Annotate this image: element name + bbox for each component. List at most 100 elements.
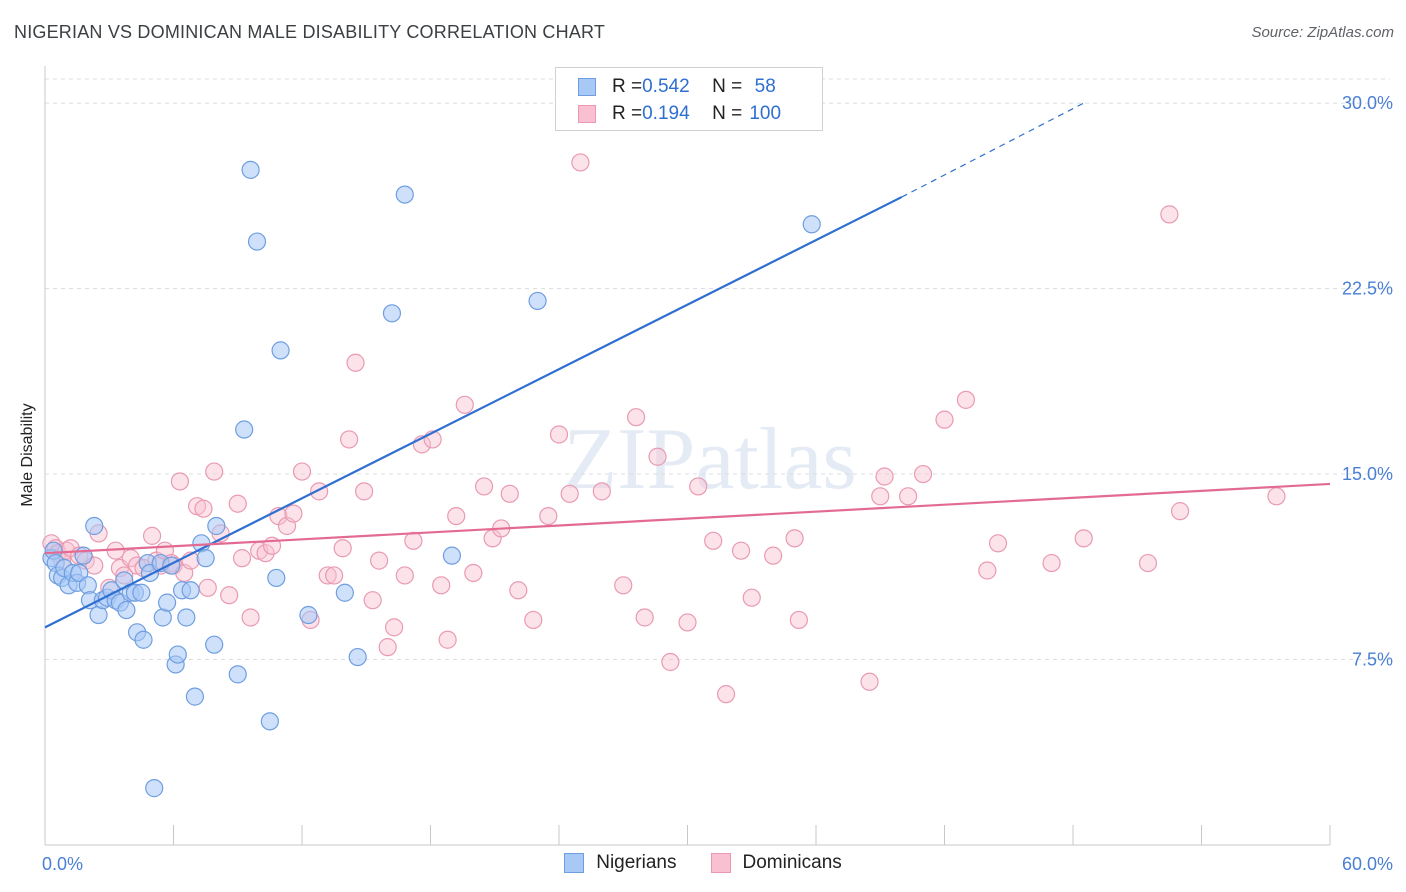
- x-tick-label: 60.0%: [1342, 854, 1393, 874]
- chart-title: NIGERIAN VS DOMINICAN MALE DISABILITY CO…: [14, 22, 606, 42]
- dominicans-point: [346, 353, 365, 372]
- dominicans-point: [318, 566, 337, 585]
- tick-labels: 7.5% 15.0% 22.5% 30.0% 0.0% 60.0%: [42, 93, 1393, 874]
- nigerians-point: [247, 232, 267, 251]
- legend-n-label: N =: [712, 103, 743, 124]
- nigerians-point: [117, 600, 136, 620]
- nigerians-point: [132, 583, 151, 602]
- dominicans-point: [592, 482, 611, 501]
- dominicans-point: [474, 477, 494, 496]
- dominicans-point: [355, 482, 374, 501]
- legend-item-dominicans[interactable]: Dominicans: [710, 852, 842, 874]
- nigerians-trend-extension: [901, 102, 1084, 198]
- dominicans-point: [898, 487, 918, 506]
- nigerians-legend-swatch: [564, 853, 585, 873]
- axes: [44, 66, 1331, 846]
- dominicans-point: [455, 395, 474, 414]
- series-legend: Nigerians Dominicans: [0, 852, 1406, 874]
- dominicans-point: [648, 447, 667, 466]
- dominicans-point: [333, 539, 352, 558]
- nigerians-point: [241, 160, 260, 179]
- dominicans-point: [956, 390, 976, 409]
- dominicans-point: [370, 551, 389, 570]
- nigerians-point: [181, 581, 200, 600]
- nigerians-point: [260, 712, 279, 731]
- legend-n-value: 58: [754, 76, 776, 97]
- nigerians-swatch: [578, 78, 596, 96]
- y-tick-label: 22.5%: [1342, 279, 1393, 299]
- y-tick-label: 7.5%: [1352, 650, 1393, 670]
- legend-r-label: R =: [612, 76, 643, 97]
- dominicans-point: [228, 494, 247, 513]
- y-tick-label: 15.0%: [1342, 464, 1393, 484]
- source-label: Source: ZipAtlas.com: [1251, 24, 1394, 41]
- nigerians-point: [162, 556, 181, 575]
- dominicans-point: [284, 504, 303, 523]
- dominicans-point: [935, 410, 954, 429]
- nigerians-trend-line: [44, 196, 903, 629]
- nigerians-point: [207, 516, 226, 536]
- nigerians-point: [85, 516, 104, 536]
- dominicans-point: [635, 608, 654, 627]
- dominicans-point: [704, 531, 723, 550]
- dominicans-point: [661, 652, 680, 672]
- trend-lines: [44, 102, 1331, 629]
- dominicans-point: [731, 541, 751, 560]
- nigerians-points: [42, 160, 821, 798]
- dominicans-swatch: [578, 105, 596, 123]
- dominicans-point: [220, 586, 239, 605]
- legend-item-nigerians[interactable]: Nigerians: [564, 852, 677, 874]
- dominicans-point: [205, 462, 224, 481]
- dominicans-point: [340, 430, 359, 449]
- nigerians-point: [168, 645, 187, 664]
- stats-legend: R = 0.542 N = 58 R = 0.194 N = 100: [555, 67, 823, 131]
- nigerians-point: [348, 647, 367, 667]
- dominicans-point: [875, 467, 894, 486]
- nigerians-point: [70, 563, 89, 583]
- dominicans-point: [438, 630, 457, 649]
- dominicans-point: [432, 576, 451, 595]
- dominicans-point: [395, 566, 414, 585]
- dominicans-point: [871, 487, 890, 506]
- legend-row-nigerians: R = 0.542 N = 58: [578, 75, 788, 99]
- dominicans-point: [509, 581, 528, 600]
- nigerians-point: [299, 605, 318, 625]
- dominicans-point: [232, 549, 252, 568]
- nigerians-point: [228, 665, 247, 684]
- dominicans-point: [1267, 487, 1286, 506]
- dominicans-point: [1042, 553, 1061, 573]
- dominicans-point: [310, 482, 329, 501]
- nigerians-point: [196, 549, 215, 568]
- dominicans-point: [1138, 553, 1158, 573]
- nigerians-point: [382, 304, 402, 323]
- dominicans-point: [170, 472, 190, 491]
- dominicans-point: [539, 506, 558, 526]
- nigerians-point: [335, 583, 354, 602]
- legend-row-dominicans: R = 0.194 N = 100: [578, 102, 788, 126]
- nigerians-point: [205, 635, 224, 654]
- dominicans-point: [626, 408, 646, 427]
- x-tick-label: 0.0%: [42, 854, 83, 874]
- watermark: ZIPatlas: [563, 411, 856, 508]
- nigerians-point: [78, 576, 97, 595]
- dominicans-point: [978, 561, 997, 580]
- dominicans-point: [404, 531, 423, 550]
- dominicans-point: [142, 526, 162, 545]
- nigerians-point: [134, 630, 153, 649]
- dominicans-point: [1074, 529, 1093, 548]
- dominicans-trend-line: [44, 482, 1331, 555]
- legend-n-label: N =: [712, 76, 743, 97]
- legend-r-value: 0.194: [642, 103, 690, 124]
- nigerians-point: [802, 215, 821, 234]
- dominicans-point: [256, 544, 275, 563]
- dominicans-point: [764, 546, 783, 565]
- dominicans-point: [785, 529, 804, 548]
- dominicans-point: [198, 578, 217, 597]
- nigerians-point: [442, 546, 462, 565]
- dominicans-point: [716, 685, 736, 704]
- dominicans-point: [614, 576, 633, 595]
- dominicans-point: [549, 425, 569, 444]
- dominicans-legend-label: Dominicans: [742, 852, 842, 873]
- dominicans-point: [988, 534, 1008, 553]
- nigerians-point: [528, 291, 547, 311]
